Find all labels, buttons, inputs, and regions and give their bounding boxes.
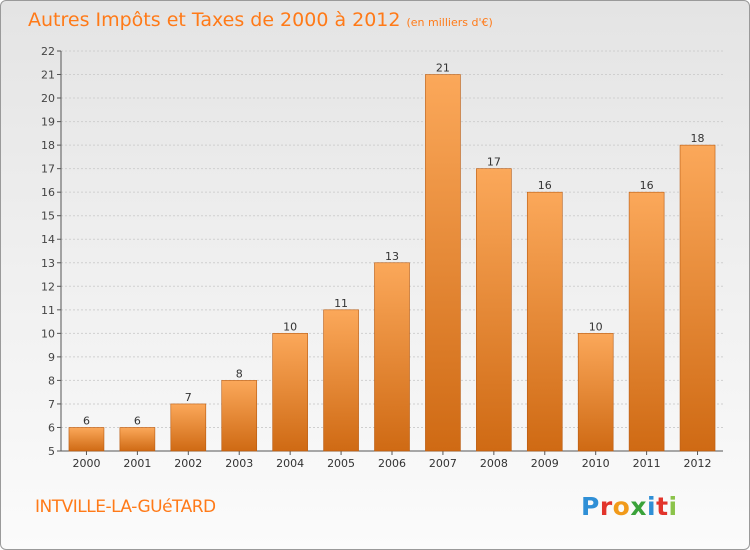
bar bbox=[272, 333, 308, 452]
y-tick-label: 10 bbox=[41, 327, 55, 340]
logo-letter: i bbox=[647, 492, 657, 521]
y-tick-label: 21 bbox=[41, 69, 55, 82]
y-tick-label: 18 bbox=[41, 139, 55, 152]
x-tick-label: 2008 bbox=[480, 457, 508, 470]
bar bbox=[526, 191, 563, 452]
x-tick-label: 2006 bbox=[378, 457, 406, 470]
x-tick-label: 2005 bbox=[327, 457, 355, 470]
y-tick-label: 17 bbox=[41, 163, 55, 176]
bars bbox=[68, 74, 716, 452]
y-tick-label: 15 bbox=[41, 210, 55, 223]
logo-letter: o bbox=[612, 492, 631, 521]
y-tick-label: 13 bbox=[41, 257, 55, 270]
bar-value-label: 7 bbox=[185, 391, 192, 404]
bar bbox=[221, 380, 258, 452]
logo-letter: i bbox=[668, 492, 678, 521]
logo-letter: t bbox=[656, 492, 669, 521]
x-tick-label: 2000 bbox=[72, 457, 100, 470]
y-tick-label: 22 bbox=[41, 45, 55, 58]
bar-value-label: 10 bbox=[589, 320, 603, 333]
bar-value-label: 11 bbox=[334, 297, 348, 310]
y-tick-label: 8 bbox=[48, 374, 55, 387]
bar-value-label: 13 bbox=[385, 250, 399, 263]
x-tick-label: 2009 bbox=[531, 457, 559, 470]
x-tick-label: 2007 bbox=[429, 457, 457, 470]
bar bbox=[374, 262, 410, 452]
bar-value-label: 16 bbox=[538, 179, 552, 192]
y-tick-label: 9 bbox=[48, 351, 55, 364]
x-tick-label: 2012 bbox=[684, 457, 712, 470]
labels: 5 6 7 8 9 10 11 12 13 14 15 16 17 18 19 20 21 22 6 2000 6 200… bbox=[41, 45, 712, 470]
y-tick-label: 7 bbox=[48, 398, 55, 411]
logo-letter: P bbox=[581, 492, 600, 521]
commune-name: INTVILLE-LA-GUéTARD bbox=[35, 497, 216, 517]
bar-value-label: 17 bbox=[487, 156, 501, 169]
x-tick-label: 2010 bbox=[582, 457, 610, 470]
bar-value-label: 6 bbox=[134, 414, 141, 427]
x-tick-label: 2004 bbox=[276, 457, 304, 470]
logo-letter: r bbox=[599, 492, 613, 521]
bar-value-label: 18 bbox=[691, 132, 705, 145]
y-tick-label: 6 bbox=[48, 421, 55, 434]
bar-value-label: 6 bbox=[83, 414, 90, 427]
bar bbox=[577, 333, 614, 452]
y-tick-label: 19 bbox=[41, 116, 55, 129]
bar bbox=[170, 403, 207, 452]
bar bbox=[476, 168, 512, 452]
y-tick-label: 16 bbox=[41, 186, 55, 199]
y-tick-label: 14 bbox=[41, 233, 55, 246]
bar bbox=[425, 74, 461, 452]
unit-note: (en milliers d'€) bbox=[406, 16, 493, 29]
logo-letter: x bbox=[630, 492, 647, 521]
y-tick-label: 5 bbox=[48, 445, 55, 458]
proxiti-logo[interactable]: Proxiti bbox=[581, 492, 678, 521]
chart-title: Autres Impôts et Taxes de 2000 à 2012 (en… bbox=[28, 9, 493, 31]
bar-value-label: 8 bbox=[236, 367, 243, 380]
bar bbox=[119, 427, 156, 452]
y-tick-label: 11 bbox=[41, 304, 55, 317]
x-tick-label: 2003 bbox=[225, 457, 253, 470]
bar bbox=[323, 309, 359, 452]
bar bbox=[628, 191, 665, 452]
x-tick-label: 2011 bbox=[633, 457, 661, 470]
y-tick-label: 12 bbox=[41, 280, 55, 293]
bar bbox=[68, 427, 105, 452]
bar-value-label: 10 bbox=[283, 320, 297, 333]
title-text: Autres Impôts et Taxes de 2000 à 2012 bbox=[28, 9, 401, 31]
y-tick-label: 20 bbox=[41, 92, 55, 105]
x-tick-label: 2002 bbox=[174, 457, 202, 470]
x-tick-label: 2001 bbox=[123, 457, 151, 470]
bar-value-label: 16 bbox=[640, 179, 654, 192]
bar bbox=[679, 144, 716, 452]
bar-value-label: 21 bbox=[436, 62, 450, 75]
